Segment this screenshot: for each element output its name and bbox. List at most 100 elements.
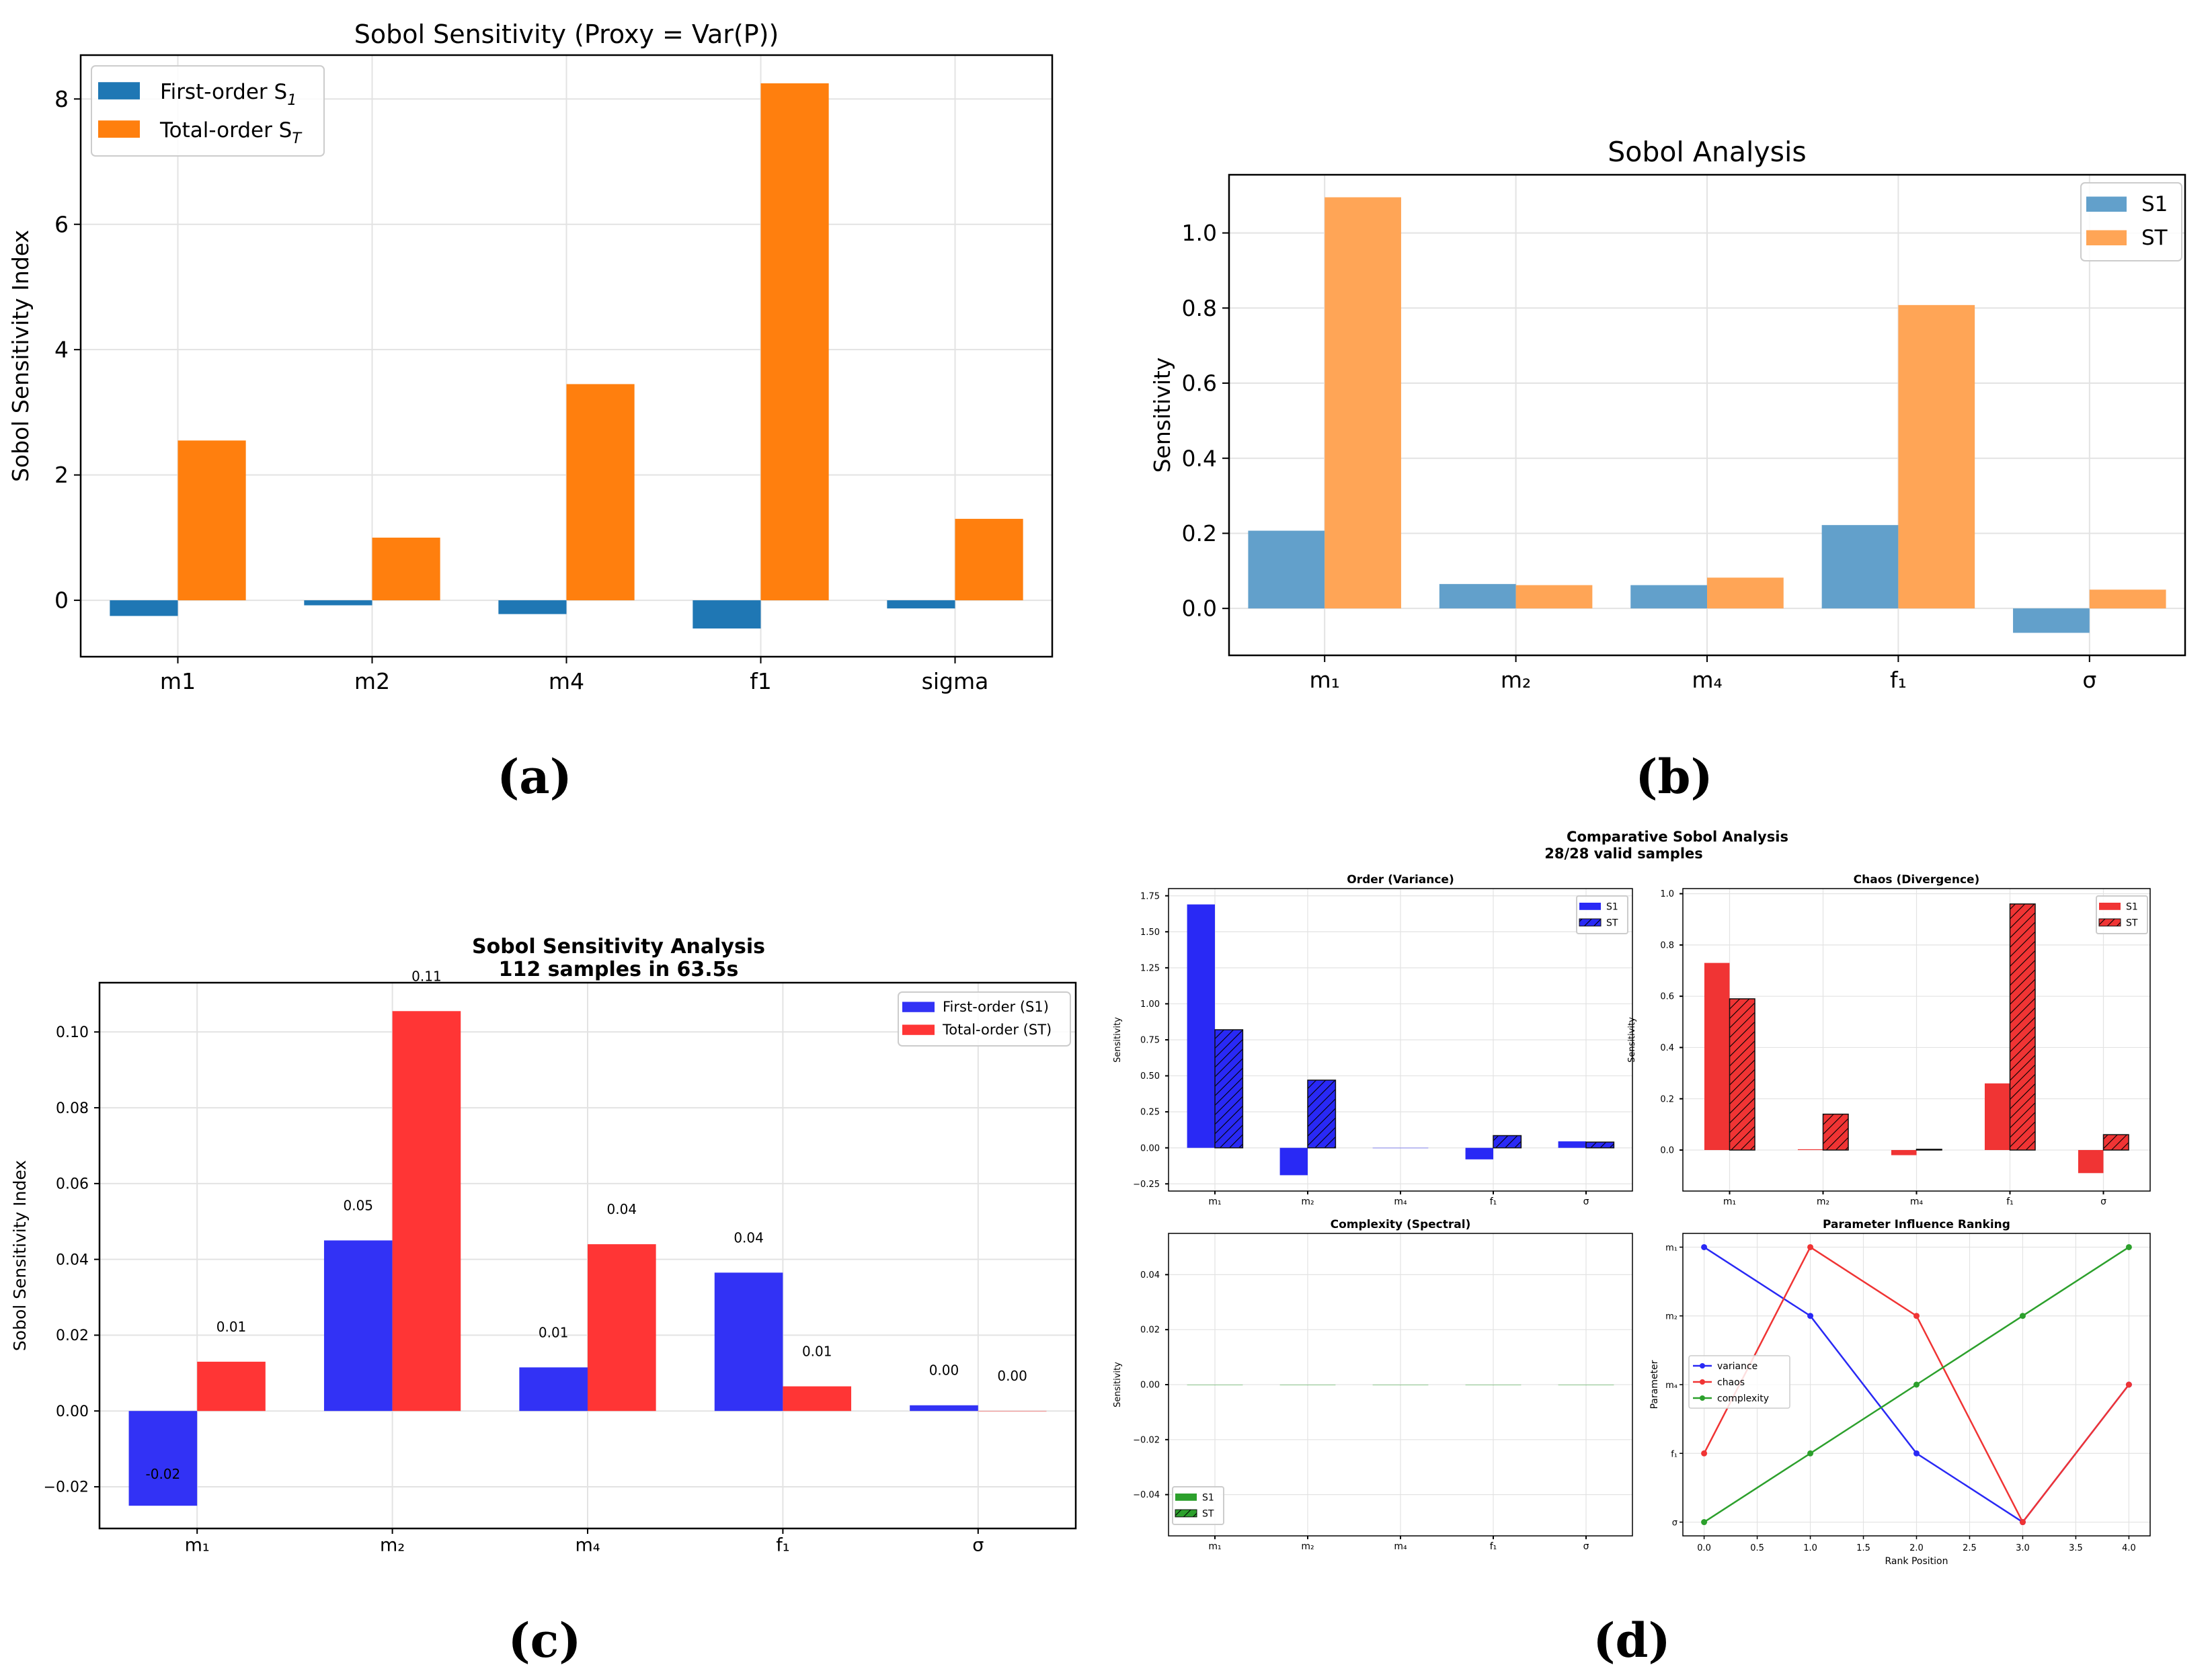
y-axis-label: Sensitivity: [1149, 358, 1175, 473]
bar-first-order-s-3: [693, 600, 761, 629]
bar-hatch-0: [1214, 1029, 1244, 1149]
bar-st-0: [1325, 197, 1401, 609]
bar-first-order-s1--0: [128, 1411, 198, 1506]
legend-swatch-hatch: [1579, 918, 1602, 927]
x-tick-label: σ: [972, 1535, 984, 1555]
legend-label-0: S1: [2141, 192, 2168, 216]
legend-swatch-1: [2086, 230, 2127, 245]
panel-b-chart: 0.0 0.2 0.4 0.6 0.8 1.0 m₁ m₂ m₄ f₁ σ Sensitivity So…: [1149, 136, 2186, 693]
x-tick-label: f₁: [1490, 1541, 1497, 1552]
bar-s1-4: [2013, 608, 2090, 633]
y-tick-label: −0.04: [1133, 1490, 1160, 1500]
legend-swatch-0: [98, 82, 140, 99]
y-tick-label: −0.02: [44, 1479, 89, 1496]
legend-swatch-0: [2099, 903, 2121, 910]
x-tick-label: 1.0: [1803, 1543, 1817, 1553]
bar-first-order-s1--4: [910, 1405, 978, 1412]
point-chaos-1: [1807, 1243, 1814, 1250]
bar-st-4: [2089, 589, 2166, 609]
bar-first-order-s1--2: [519, 1367, 588, 1412]
legend-swatch-0: [902, 1002, 935, 1012]
legend-swatch-hatch: [2098, 918, 2121, 927]
suptitle: Comparative Sobol Analysis: [1567, 829, 1788, 845]
legend-swatch-1: [902, 1024, 935, 1035]
suptitle-2: 28/28 valid samples: [1544, 846, 1703, 862]
caption-b: (b): [1635, 749, 1712, 805]
point-complexity-4: [2125, 1243, 2132, 1250]
point-variance-2: [1913, 1450, 1920, 1457]
bar-s1-1: [1439, 583, 1516, 609]
x-tick-label: 3.0: [2016, 1543, 2030, 1553]
chart-title: Chaos (Divergence): [1854, 873, 1980, 887]
bar-s1-0: [1248, 530, 1325, 609]
y-tick-label: 1.75: [1140, 891, 1160, 901]
bar-s1-4: [1558, 1141, 1586, 1148]
bar-first-order-s-0: [110, 600, 178, 616]
chart-title: Sobol Analysis: [1608, 136, 1807, 168]
y-tick-label: 0.06: [56, 1176, 89, 1193]
point-chaos-0: [1701, 1450, 1708, 1457]
data-label: -0.02: [146, 1466, 181, 1482]
panel-a-chart: 0 2 4 6 8 m1 m2 m4 f1 sigma Sobol Sensitivity Inde…: [7, 19, 1054, 694]
bar-s1-2: [1630, 585, 1707, 609]
x-tick-label: σ: [1583, 1541, 1589, 1552]
y-tick-label: 0.25: [1140, 1108, 1160, 1118]
data-label: 0.01: [216, 1319, 247, 1335]
x-tick-label: m₄: [1910, 1196, 1924, 1207]
y-tick-label: 4: [54, 337, 69, 363]
legend-marker-variance: [1700, 1363, 1705, 1368]
bar-total-order-s-3: [760, 83, 829, 601]
bar-hatch-1: [1822, 1113, 1849, 1151]
y-tick-label: m₂: [1665, 1312, 1677, 1322]
bar-hatch-2: [1915, 1149, 1942, 1151]
y-tick-label: 0.0: [1660, 1146, 1674, 1156]
y-axis-label: Sobol Sensitivity Index: [10, 1160, 30, 1351]
y-tick-label: 2: [54, 462, 69, 488]
legend-label-1: ST: [1202, 1508, 1214, 1519]
chart-subtitle: 112 samples in 63.5s: [499, 958, 739, 981]
point-variance-0: [1701, 1243, 1708, 1250]
legend-label-1: Total-order (ST): [942, 1022, 1052, 1038]
y-tick-label: −0.02: [1133, 1435, 1160, 1445]
bar-s1-3: [1821, 525, 1899, 609]
x-tick-label: m₁: [1723, 1196, 1736, 1207]
y-axis-label: Sensitivity: [1627, 1017, 1637, 1063]
bar-total-order-st--4: [978, 1411, 1047, 1412]
y-tick-label: 0.75: [1140, 1036, 1160, 1046]
y-axis-label: Sensitivity: [1113, 1362, 1123, 1407]
legend-box: [1172, 1486, 1224, 1525]
legend-label-1: ST: [2126, 917, 2138, 928]
x-tick-label: m₄: [1394, 1541, 1407, 1552]
bar-first-order-s-2: [498, 600, 567, 614]
x-tick-label: 0.0: [1697, 1543, 1711, 1553]
y-tick-label: 8: [54, 86, 69, 112]
data-label: 0.01: [802, 1344, 832, 1360]
y-tick-label: 0.00: [1140, 1381, 1160, 1391]
bar-first-order-s-4: [887, 600, 955, 609]
bar-first-order-s1--3: [714, 1272, 783, 1412]
legend-label-chaos: chaos: [1717, 1377, 1745, 1388]
x-tick-label: m₄: [1394, 1196, 1407, 1207]
y-tick-label: 0.2: [1182, 520, 1217, 546]
bar-total-order-st--0: [197, 1361, 266, 1412]
x-tick-label: m₄: [575, 1535, 600, 1555]
legend-box: [898, 991, 1071, 1047]
point-chaos-3: [2019, 1519, 2026, 1526]
x-tick-label: m₁: [185, 1535, 210, 1555]
caption-c: (c): [508, 1612, 582, 1668]
x-tick-label: m1: [160, 668, 196, 694]
legend-marker-complexity: [1700, 1395, 1705, 1401]
bar-s1-1: [1279, 1147, 1308, 1176]
panel-c-chart: -0.02 0.05 0.01 0.04 0.00 0.01 0.11 0.04 0.01 0.0…: [10, 935, 1077, 1555]
point-chaos-2: [1913, 1313, 1920, 1319]
bar-st-2: [1400, 1147, 1429, 1149]
x-tick-label: m2: [354, 668, 390, 694]
x-tick-label: m₂: [1501, 667, 1531, 693]
data-label: 0.04: [734, 1229, 764, 1245]
y-tick-label: 6: [54, 211, 69, 237]
x-tick-label: sigma: [922, 668, 989, 694]
legend-box: [1688, 1355, 1790, 1409]
legend-swatch-1: [98, 120, 140, 138]
chart-title: Sobol Sensitivity (Proxy = Var(P)): [354, 19, 779, 49]
